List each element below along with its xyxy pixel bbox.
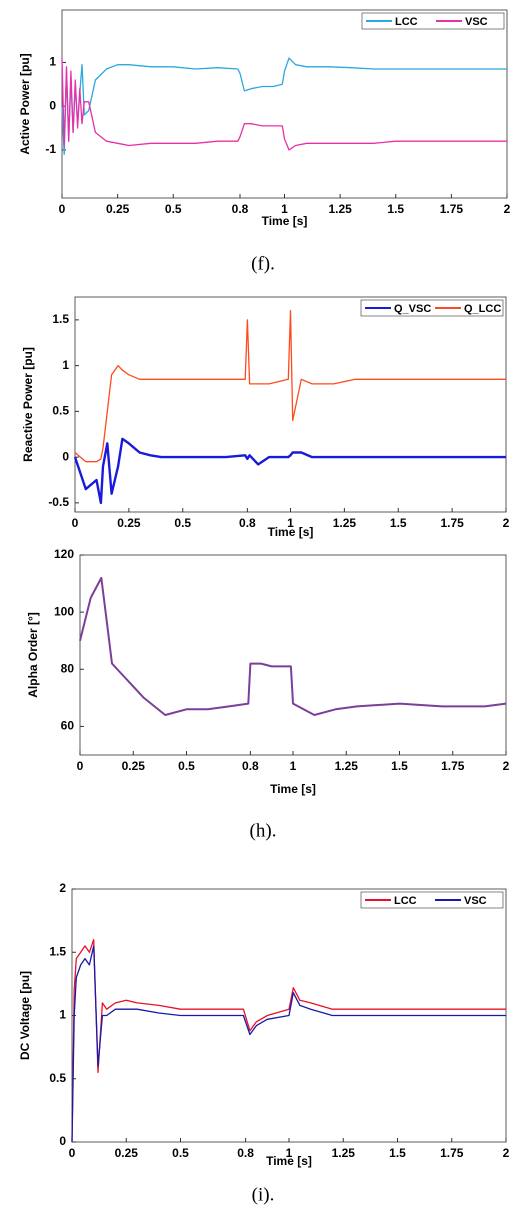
x-tick-label: 1: [287, 516, 294, 530]
x-tick-label: 1.5: [389, 1146, 406, 1160]
x-tick-label: 1.5: [390, 516, 407, 530]
y-tick-label: -1: [45, 142, 56, 156]
x-tick-label: 0.8: [239, 516, 256, 530]
x-tick-label: 2: [504, 202, 511, 216]
y-axis-label: Active Power [pu]: [18, 53, 32, 154]
x-tick-label: 0.25: [106, 202, 130, 216]
y-tick-label: 1: [62, 358, 69, 372]
x-tick-label: 1.5: [391, 759, 408, 773]
x-tick-label: 0.5: [178, 759, 195, 773]
legend-label: VSC: [464, 895, 487, 907]
x-tick-label: 1: [286, 1146, 293, 1160]
y-tick-label: 2: [59, 881, 66, 895]
y-tick-label: 0: [59, 1134, 66, 1148]
x-tick-label: 1.25: [333, 516, 357, 530]
x-tick-label: 0.8: [237, 1146, 254, 1160]
y-axis-label: Reactive Power [pu]: [21, 347, 35, 462]
x-tick-label: 1: [290, 759, 297, 773]
x-tick-label: 0.8: [242, 759, 259, 773]
x-tick-label: 1.75: [441, 759, 465, 773]
data-line: [79, 576, 507, 716]
plot-frame: [79, 554, 507, 756]
x-tick-label: 0.8: [232, 202, 249, 216]
x-tick-label: 1.75: [440, 516, 464, 530]
y-tick-label: 0.5: [49, 1071, 66, 1085]
legend-box: [361, 12, 505, 30]
y-axis-label: DC Voltage [pu]: [18, 971, 32, 1060]
legend-label: LCC: [395, 16, 418, 28]
x-tick-label: 0.5: [165, 202, 182, 216]
x-tick-label: 0: [72, 516, 79, 530]
caption: (f).: [251, 253, 275, 274]
x-tick-label: 2: [503, 759, 510, 773]
y-tick-label: 1: [49, 55, 56, 69]
x-axis-label: Time [s]: [266, 1154, 312, 1168]
y-tick-label: 80: [61, 661, 75, 675]
x-tick-label: 1: [281, 202, 288, 216]
x-tick-label: 0.5: [172, 1146, 189, 1160]
y-tick-label: -0.5: [48, 495, 69, 509]
x-tick-label: 1.75: [440, 1146, 464, 1160]
x-tick-label: 0.25: [122, 759, 146, 773]
plot-frame: [61, 9, 508, 199]
x-axis-label: Time [s]: [262, 214, 308, 228]
legend-box: [360, 299, 504, 317]
legend-label: VSC: [465, 16, 488, 28]
x-tick-label: 0: [69, 1146, 76, 1160]
data-line: [61, 58, 507, 151]
x-tick-label: 1.25: [335, 759, 359, 773]
y-tick-label: 1.5: [49, 944, 66, 958]
legend-label: Q_LCC: [464, 303, 501, 315]
y-tick-label: 1: [59, 1008, 66, 1022]
x-axis-label: Time [s]: [270, 782, 316, 796]
legend-label: Q_VSC: [394, 303, 431, 315]
y-tick-label: 120: [54, 547, 74, 561]
y-tick-label: 0: [62, 449, 69, 463]
legend-label: LCC: [394, 895, 417, 907]
legend-box: [360, 891, 504, 909]
y-tick-label: 1.5: [52, 312, 69, 326]
x-tick-label: 0.25: [115, 1146, 139, 1160]
x-tick-label: 0.25: [117, 516, 141, 530]
y-tick-label: 60: [61, 719, 75, 733]
x-tick-label: 2: [503, 516, 510, 530]
x-tick-label: 0.5: [174, 516, 191, 530]
x-tick-label: 1.5: [387, 202, 404, 216]
y-tick-label: 0.5: [52, 404, 69, 418]
x-axis-label: Time [s]: [268, 525, 314, 539]
x-tick-label: 0: [77, 759, 84, 773]
y-axis-label: Alpha Order [°]: [26, 612, 40, 697]
y-tick-label: 100: [54, 604, 74, 618]
x-tick-label: 1.25: [328, 202, 352, 216]
data-line: [73, 437, 506, 505]
x-tick-label: 2: [503, 1146, 510, 1160]
x-tick-label: 1.75: [440, 202, 464, 216]
caption: (i).: [252, 1184, 275, 1205]
caption: (h).: [250, 820, 277, 841]
x-tick-label: 0: [59, 202, 66, 216]
data-line: [71, 938, 506, 1143]
y-tick-label: 0: [49, 98, 56, 112]
x-tick-label: 1.25: [332, 1146, 356, 1160]
data-line: [74, 310, 506, 463]
data-line: [71, 945, 506, 1143]
